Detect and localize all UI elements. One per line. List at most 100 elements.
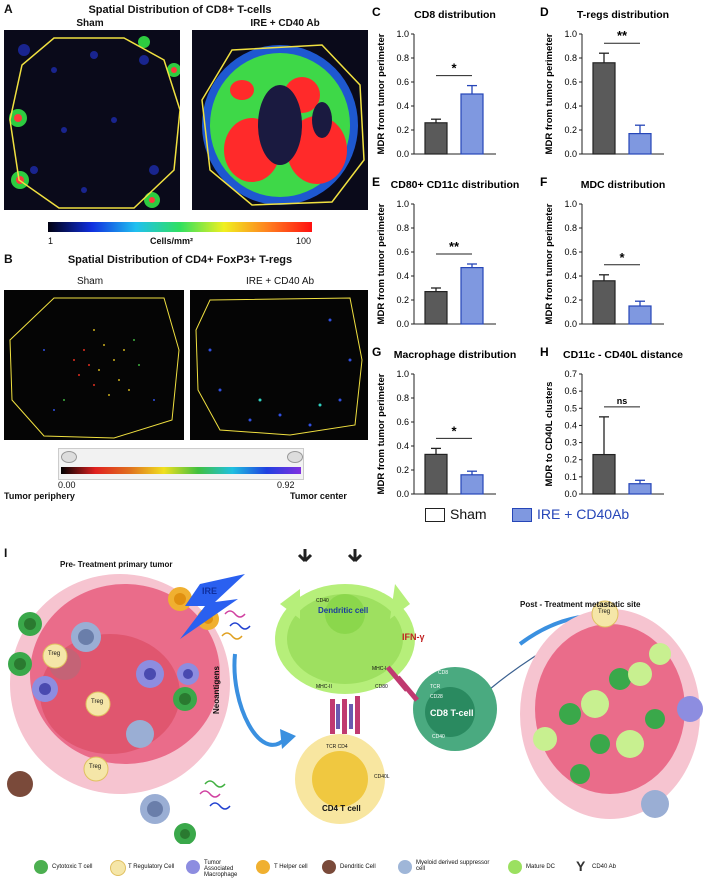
primary-tumor-illustration xyxy=(7,574,230,845)
mol-cd40-bottom: CD40 xyxy=(432,734,445,740)
y-tick-label-d-0: 0.0 xyxy=(564,149,577,159)
cytotoxic-t-cell-icon xyxy=(34,860,48,874)
treg-label-2: Treg xyxy=(91,699,104,705)
treg-map-sham xyxy=(4,290,184,440)
cd8-heatmap-sham xyxy=(4,30,180,210)
y-tick-label-c-1: 0.2 xyxy=(396,125,409,135)
panel-label-e: E xyxy=(372,175,380,189)
y-tick-label-f-4: 0.8 xyxy=(564,223,577,233)
bar-c-1 xyxy=(460,93,484,155)
bar-charts-area: C CD8 distribution MDR from tumor perimete… xyxy=(370,0,705,540)
treg-label-3: Treg xyxy=(89,764,102,770)
y-tick-label-g-2: 0.4 xyxy=(396,441,409,451)
y-tick-label-g-1: 0.2 xyxy=(396,465,409,475)
treg-icon xyxy=(110,860,126,876)
mol-cd40l: CD40L xyxy=(374,774,390,780)
legend-ire-swatch xyxy=(512,508,532,522)
caption-treg: T Regulatory Cell xyxy=(128,864,175,870)
chart-ylabel-h: MDR to CD40L clusters xyxy=(544,382,555,487)
bar-e-0 xyxy=(424,291,448,325)
caption-cd40-ab: CD40 Ab xyxy=(592,864,617,870)
sig-label-e: ** xyxy=(449,239,460,254)
y-tick-label-h-0: 0.0 xyxy=(564,489,577,499)
y-tick-label-d-4: 0.8 xyxy=(564,53,577,63)
chart-ylabel-d: MDR from tumor perimeter xyxy=(544,33,555,154)
y-tick-label-f-5: 1.0 xyxy=(564,199,577,209)
y-tick-label-c-2: 0.4 xyxy=(396,101,409,111)
caption-dendritic: Dendritic Cell xyxy=(340,864,376,870)
chart-title-d: T-regs distribution xyxy=(577,9,669,21)
y-tick-label-g-4: 0.8 xyxy=(396,393,409,403)
y-tick-label-f-0: 0.0 xyxy=(564,319,577,329)
cell-type-legend: Cytotoxic T cell T Regulatory Cell Tumor… xyxy=(0,858,705,888)
bar-h-1 xyxy=(628,483,652,495)
ire-label: IRE xyxy=(202,586,218,596)
bar-c-0 xyxy=(424,122,448,155)
y-tick-label-c-4: 0.8 xyxy=(396,53,409,63)
mdsc-icon xyxy=(398,860,412,874)
treg-scale-gradient xyxy=(61,467,301,474)
dendritic-icon xyxy=(322,860,336,874)
y-tick-label-h-3: 0.3 xyxy=(564,438,577,448)
legend-sham-label: Sham xyxy=(450,506,487,522)
y-tick-label-c-5: 1.0 xyxy=(396,29,409,39)
ire-lightning-icon xyxy=(180,574,245,639)
legend-sham-swatch xyxy=(425,508,445,522)
y-tick-label-h-7: 0.7 xyxy=(564,369,577,379)
y-tick-label-e-4: 0.8 xyxy=(396,223,409,233)
y-tick-label-d-3: 0.6 xyxy=(564,77,577,87)
panel-label-g: G xyxy=(372,345,381,359)
bar-e-1 xyxy=(460,267,484,325)
panel-label-d: D xyxy=(540,5,549,19)
panel-label-b: B xyxy=(4,252,13,266)
treg-label-1: Treg xyxy=(48,651,61,657)
metastatic-tumor-illustration xyxy=(520,600,703,819)
ifn-gamma-label: IFN-γ xyxy=(402,632,425,642)
mol-tcr: TCR xyxy=(430,684,441,690)
chart-ylabel-e: MDR from tumor perimeter xyxy=(376,203,387,324)
cd8-heatmap-ire xyxy=(192,30,368,210)
slider-handle-left[interactable] xyxy=(61,451,77,463)
y-tick-label-g-5: 1.0 xyxy=(396,369,409,379)
dendritic-cell-illustration xyxy=(275,584,415,694)
y-tick-label-e-0: 0.0 xyxy=(396,319,409,329)
mol-tcr-cd4: TCR CD4 xyxy=(326,744,348,750)
tumor-periphery-label: Tumor periphery xyxy=(4,491,75,501)
bar-h-0 xyxy=(592,453,616,495)
y-tick-label-f-2: 0.4 xyxy=(564,271,577,281)
mol-cd8: CD8 xyxy=(438,670,449,676)
bar-d-0 xyxy=(592,62,616,155)
panel-label-c: C xyxy=(372,5,381,19)
chart-ylabel-g: MDR from tumor perimeter xyxy=(376,373,387,494)
post-treatment-title: Post - Treatment metastatic site xyxy=(520,600,641,609)
y-tick-label-c-0: 0.0 xyxy=(396,149,409,159)
treg-scale-slider[interactable] xyxy=(58,448,304,480)
cd4-t-cell-label: CD4 T cell xyxy=(322,804,361,813)
y-tick-label-h-6: 0.6 xyxy=(564,386,577,396)
t-helper-icon xyxy=(256,860,270,874)
chart-title-g: Macrophage distribution xyxy=(394,349,517,361)
y-tick-label-g-3: 0.6 xyxy=(396,417,409,427)
treg-label-4: Treg xyxy=(598,609,611,615)
schematic-panel: Pre- Treatment primary tumor Post - Trea… xyxy=(0,544,705,845)
mol-cd80: CD80 xyxy=(375,684,388,690)
neoantigens-label: Neoantigens xyxy=(212,665,221,714)
bar-f-0 xyxy=(592,280,616,325)
panel-b-sham-label: Sham xyxy=(76,276,104,287)
y-tick-label-h-5: 0.5 xyxy=(564,403,577,413)
colorbar-max-label: 100 xyxy=(296,236,312,246)
colorbar-min-label: 1 xyxy=(48,236,54,246)
cd8-colorbar xyxy=(48,222,312,232)
colorbar-unit-label: Cells/mm² xyxy=(150,236,194,246)
panel-label-a: A xyxy=(4,2,13,16)
sig-label-c: * xyxy=(451,61,457,76)
treg-map-ire xyxy=(190,290,368,440)
legend-ire-label: IRE + CD40Ab xyxy=(537,506,630,522)
sig-label-h: ns xyxy=(617,396,628,406)
chart-title-f: MDC distribution xyxy=(581,179,666,191)
chart-ylabel-c: MDR from tumor perimeter xyxy=(376,33,387,154)
slider-handle-right[interactable] xyxy=(287,451,303,463)
y-tick-label-f-3: 0.6 xyxy=(564,247,577,257)
sig-label-g: * xyxy=(451,423,457,438)
chart-ylabel-f: MDR from tumor perimeter xyxy=(544,203,555,324)
